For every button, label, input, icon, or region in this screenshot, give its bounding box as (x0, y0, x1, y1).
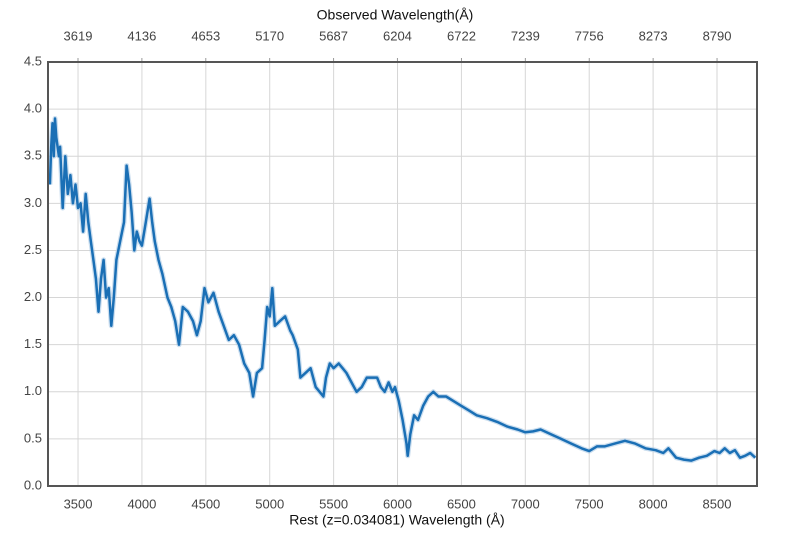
top-tick-label: 3619 (64, 28, 93, 43)
spectrum-shadow (47, 116, 757, 464)
spectrum-line (48, 117, 757, 462)
y-tick-label: 2.0 (24, 289, 42, 304)
top-tick-label: 5170 (255, 28, 284, 43)
y-tick-label: 2.5 (24, 242, 42, 257)
top-tick-label: 5687 (319, 28, 348, 43)
y-tick-label: 3.5 (24, 148, 42, 163)
x-tick-label: 4000 (127, 496, 156, 511)
x-tick-label: 5500 (319, 496, 348, 511)
top-tick-label: 4136 (127, 28, 156, 43)
y-tick-label: 3.0 (24, 195, 42, 210)
x-tick-label: 8000 (639, 496, 668, 511)
top-axis-title: Observed Wavelength(Å) (317, 7, 474, 23)
y-tick-label: 4.5 (24, 53, 42, 68)
x-tick-label: 4500 (191, 496, 220, 511)
top-tick-label: 7239 (511, 28, 540, 43)
x-tick-label: 6500 (447, 496, 476, 511)
y-tick-label: 1.5 (24, 336, 42, 351)
top-tick-label: 8790 (703, 28, 732, 43)
x-tick-label: 7500 (575, 496, 604, 511)
y-tick-label: 0.5 (24, 430, 42, 445)
x-tick-label: 3500 (64, 496, 93, 511)
y-tick-label: 0.0 (24, 477, 42, 492)
x-axis-title: Rest (z=0.034081) Wavelength (Å) (289, 512, 504, 528)
x-tick-label: 7000 (511, 496, 540, 511)
x-tick-label: 6000 (383, 496, 412, 511)
top-tick-label: 4653 (191, 28, 220, 43)
x-tick-label: 5000 (255, 496, 284, 511)
top-tick-label: 7756 (575, 28, 604, 43)
plot-border (47, 61, 758, 487)
top-tick-label: 6722 (447, 28, 476, 43)
top-tick-label: 8273 (639, 28, 668, 43)
x-tick-label: 8500 (703, 496, 732, 511)
top-tick-label: 6204 (383, 28, 412, 43)
y-tick-label: 1.0 (24, 383, 42, 398)
y-tick-label: 4.0 (24, 101, 42, 116)
